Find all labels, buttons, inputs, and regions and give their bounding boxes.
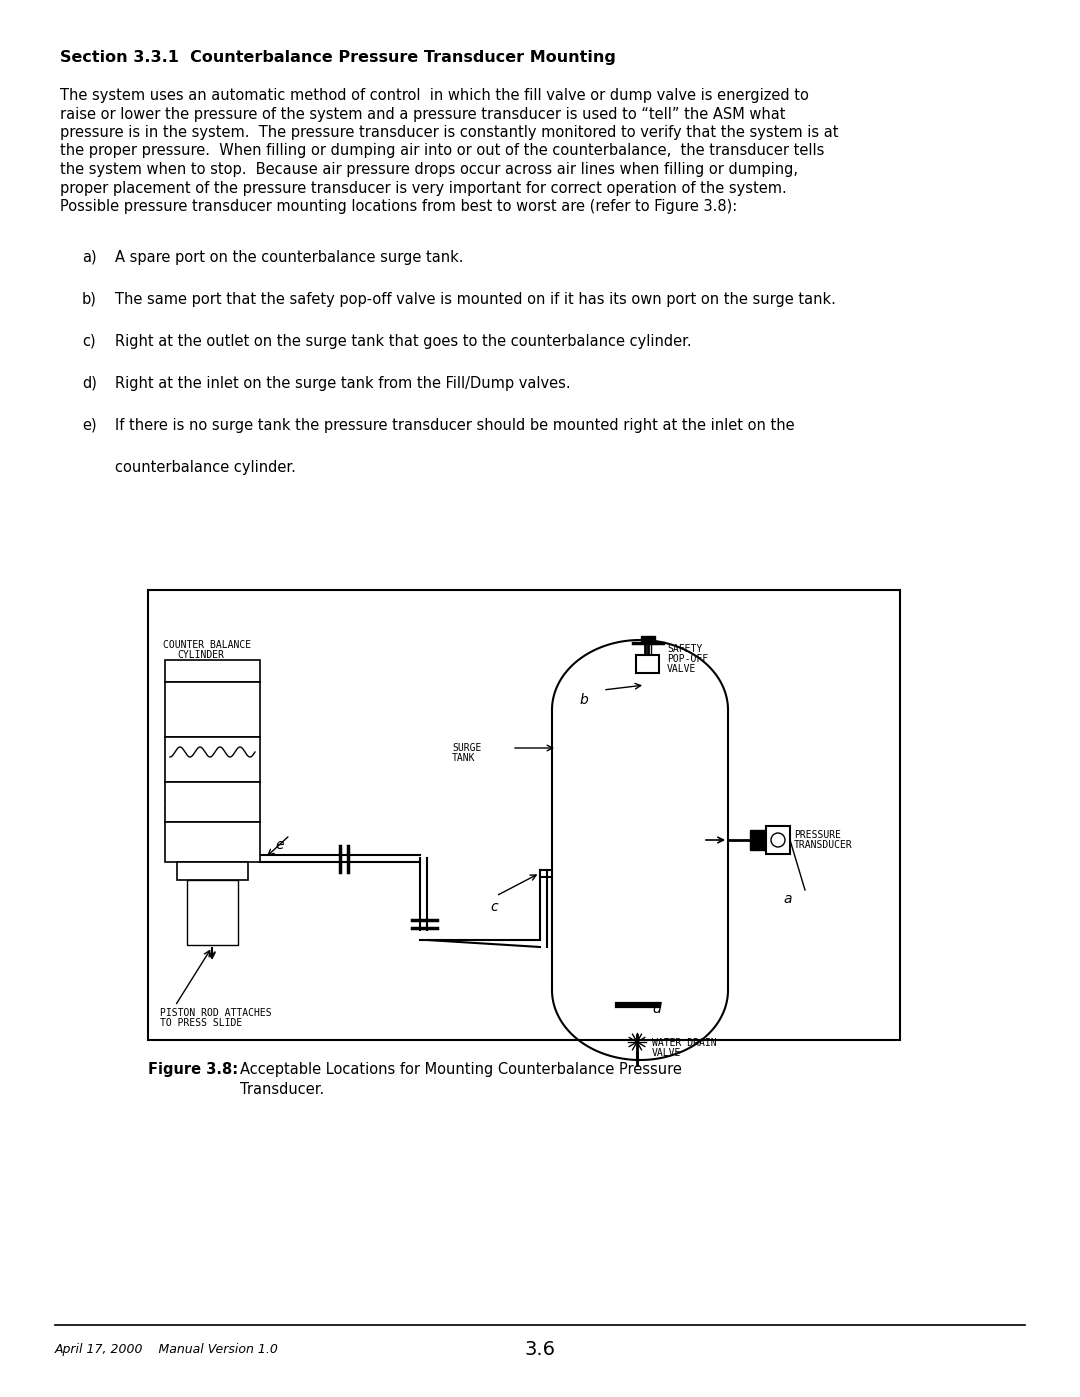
Text: the system when to stop.  Because air pressure drops occur across air lines when: the system when to stop. Because air pre… xyxy=(60,162,798,177)
Text: e): e) xyxy=(82,418,96,433)
Text: raise or lower the pressure of the system and a pressure transducer is used to “: raise or lower the pressure of the syste… xyxy=(60,106,785,122)
Text: SAFETY: SAFETY xyxy=(667,644,702,654)
Text: TANK: TANK xyxy=(453,753,475,763)
Text: 3.6: 3.6 xyxy=(525,1340,555,1359)
Text: PRESSURE: PRESSURE xyxy=(794,830,841,840)
Bar xyxy=(766,826,789,854)
Bar xyxy=(165,682,260,738)
Text: A spare port on the counterbalance surge tank.: A spare port on the counterbalance surge… xyxy=(114,250,463,265)
Text: WATER DRAIN: WATER DRAIN xyxy=(652,1038,717,1048)
Text: Section 3.3.1  Counterbalance Pressure Transducer Mounting: Section 3.3.1 Counterbalance Pressure Tr… xyxy=(60,50,616,66)
Text: TO PRESS SLIDE: TO PRESS SLIDE xyxy=(160,1018,242,1028)
Bar xyxy=(165,782,260,821)
Text: POP-OFF: POP-OFF xyxy=(667,654,708,664)
Text: d): d) xyxy=(82,376,97,391)
Text: Right at the inlet on the surge tank from the Fill/Dump valves.: Right at the inlet on the surge tank fro… xyxy=(114,376,570,391)
Text: Figure 3.8:: Figure 3.8: xyxy=(148,1062,238,1077)
Text: b: b xyxy=(580,693,589,707)
Text: counterbalance cylinder.: counterbalance cylinder. xyxy=(114,460,296,475)
Bar xyxy=(165,659,260,682)
Text: proper placement of the pressure transducer is very important for correct operat: proper placement of the pressure transdu… xyxy=(60,180,786,196)
Text: The system uses an automatic method of control  in which the fill valve or dump : The system uses an automatic method of c… xyxy=(60,88,809,103)
Text: pressure is in the system.  The pressure transducer is constantly monitored to v: pressure is in the system. The pressure … xyxy=(60,124,838,140)
Text: a: a xyxy=(783,893,792,907)
Text: April 17, 2000    Manual Version 1.0: April 17, 2000 Manual Version 1.0 xyxy=(55,1343,279,1356)
Bar xyxy=(636,655,659,673)
Text: VALVE: VALVE xyxy=(667,664,697,673)
Bar xyxy=(177,862,248,880)
Bar xyxy=(165,738,260,782)
Bar xyxy=(750,830,766,849)
Text: Transducer.: Transducer. xyxy=(240,1083,324,1097)
Text: SURGE: SURGE xyxy=(453,743,482,753)
Text: c: c xyxy=(490,900,498,914)
Text: a): a) xyxy=(82,250,96,265)
Bar xyxy=(187,880,238,944)
Text: If there is no surge tank the pressure transducer should be mounted right at the: If there is no surge tank the pressure t… xyxy=(114,418,795,433)
Text: The same port that the safety pop-off valve is mounted on if it has its own port: The same port that the safety pop-off va… xyxy=(114,292,836,307)
Text: Right at the outlet on the surge tank that goes to the counterbalance cylinder.: Right at the outlet on the surge tank th… xyxy=(114,334,691,349)
Text: e: e xyxy=(275,838,283,852)
Text: c): c) xyxy=(82,334,96,349)
Text: PISTON ROD ATTACHES: PISTON ROD ATTACHES xyxy=(160,1009,272,1018)
Text: Acceptable Locations for Mounting Counterbalance Pressure: Acceptable Locations for Mounting Counte… xyxy=(240,1062,681,1077)
Text: Possible pressure transducer mounting locations from best to worst are (refer to: Possible pressure transducer mounting lo… xyxy=(60,198,738,214)
Bar xyxy=(165,821,260,862)
Text: TRANSDUCER: TRANSDUCER xyxy=(794,840,853,849)
Text: VALVE: VALVE xyxy=(652,1048,681,1058)
Text: COUNTER BALANCE: COUNTER BALANCE xyxy=(163,640,252,650)
Text: the proper pressure.  When filling or dumping air into or out of the counterbala: the proper pressure. When filling or dum… xyxy=(60,144,824,158)
Text: CYLINDER: CYLINDER xyxy=(177,650,224,659)
Text: d: d xyxy=(652,1002,661,1016)
Bar xyxy=(642,636,654,643)
Bar xyxy=(148,590,900,1039)
Circle shape xyxy=(771,833,785,847)
Text: b): b) xyxy=(82,292,97,307)
